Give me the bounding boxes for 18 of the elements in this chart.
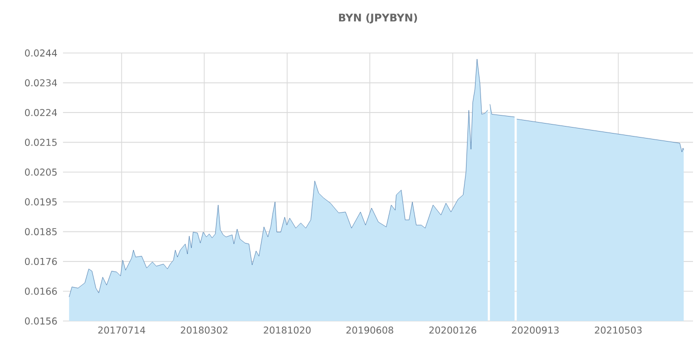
y-tick-label: 0.0224 xyxy=(24,108,57,116)
y-tick-label: 0.0166 xyxy=(24,288,57,295)
x-tick-label: 20200126 xyxy=(429,326,476,334)
x-tick-label: 20200913 xyxy=(512,326,559,334)
y-tick-label: 0.0205 xyxy=(24,168,57,176)
x-tick-label: 20210503 xyxy=(594,326,642,334)
y-tick-label: 0.0244 xyxy=(24,49,57,57)
chart-title: BYN (JPYBYN) xyxy=(339,13,417,24)
y-tick-label: 0.0185 xyxy=(24,228,57,236)
x-tick-label: 20181020 xyxy=(264,326,311,334)
y-tick-label: 0.0195 xyxy=(24,198,57,206)
x-tick-label: 20170714 xyxy=(98,326,146,334)
x-tick-label: 20190608 xyxy=(346,326,394,334)
y-tick-label: 0.0234 xyxy=(24,79,57,86)
y-tick-label: 0.0156 xyxy=(24,317,57,325)
y-tick-label: 0.0176 xyxy=(24,258,57,266)
x-tick-label: 20180302 xyxy=(180,326,228,334)
y-tick-label: 0.0215 xyxy=(24,138,57,146)
